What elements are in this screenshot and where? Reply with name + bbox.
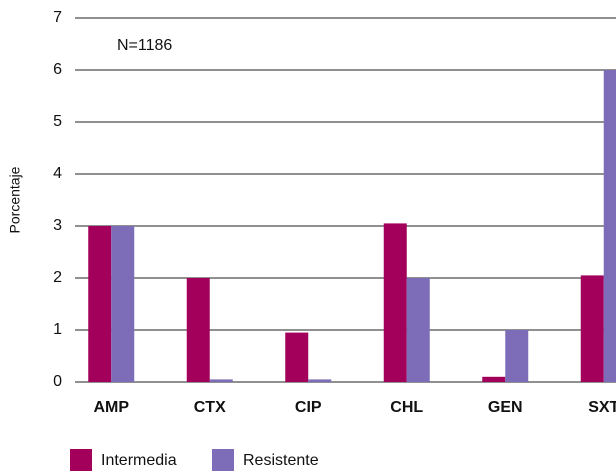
y-tick-label: 3 <box>53 217 62 234</box>
x-tick-label: GEN <box>488 399 523 416</box>
bar <box>111 226 135 382</box>
bar <box>88 226 112 382</box>
bar <box>505 330 529 382</box>
x-tick-label: CTX <box>194 399 226 416</box>
x-tick-label: CHL <box>390 399 423 416</box>
y-tick-label: 0 <box>53 373 62 390</box>
y-tick-label: 2 <box>53 269 62 286</box>
annotation: N=1186 <box>117 37 172 54</box>
bar <box>186 278 210 382</box>
y-tick-label: 1 <box>53 321 62 338</box>
bar <box>482 376 506 382</box>
bar <box>603 70 616 382</box>
bar <box>406 278 430 382</box>
bar <box>580 275 604 382</box>
y-tick-label: 5 <box>53 113 62 130</box>
x-tick-label: CIP <box>295 399 322 416</box>
bar <box>383 223 407 382</box>
x-tick-label: AMP <box>93 399 129 416</box>
y-axis-label: Porcentaje <box>7 166 23 233</box>
bar <box>308 379 332 382</box>
legend-swatch <box>70 449 92 471</box>
legend-swatch <box>212 449 234 471</box>
x-tick-label: SXT <box>588 399 616 416</box>
bar <box>285 332 309 382</box>
y-tick-label: 7 <box>53 9 62 26</box>
y-tick-label: 6 <box>53 61 62 78</box>
legend-label: Resistente <box>243 452 319 469</box>
bar <box>209 379 233 382</box>
legend-label: Intermedia <box>101 452 177 469</box>
y-tick-label: 4 <box>53 165 62 182</box>
